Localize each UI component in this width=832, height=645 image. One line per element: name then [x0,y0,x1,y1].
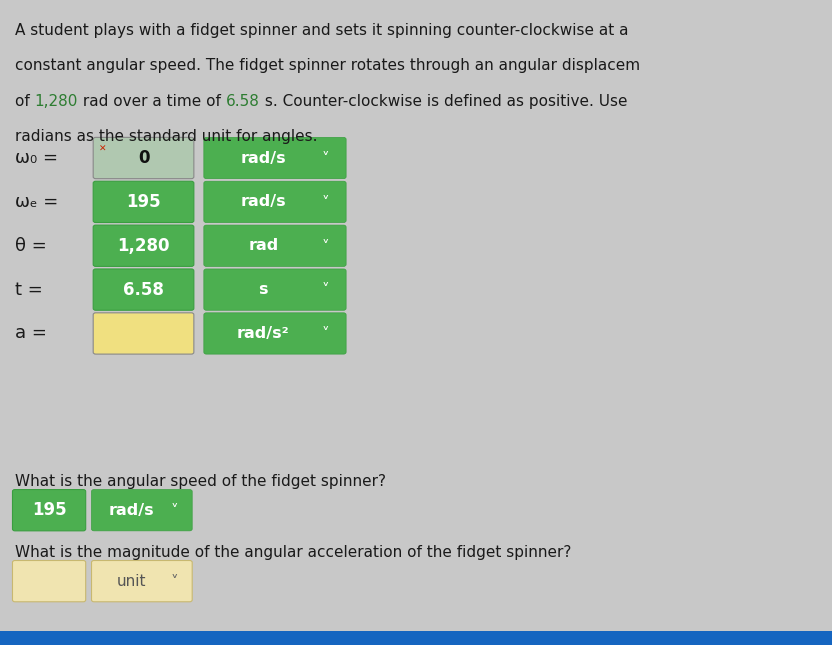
Text: 1,280: 1,280 [35,94,78,108]
Text: ˅: ˅ [321,327,329,342]
FancyBboxPatch shape [12,490,86,531]
FancyBboxPatch shape [204,137,346,179]
FancyBboxPatch shape [93,181,194,223]
Text: 195: 195 [32,501,67,519]
Text: of: of [15,94,35,108]
FancyBboxPatch shape [93,313,194,354]
FancyBboxPatch shape [93,269,194,310]
FancyBboxPatch shape [204,225,346,266]
FancyBboxPatch shape [93,225,194,266]
FancyBboxPatch shape [204,313,346,354]
Text: ˅: ˅ [171,575,179,590]
Text: 195: 195 [126,193,161,211]
Text: s. Counter-clockwise is defined as positive. Use: s. Counter-clockwise is defined as posit… [260,94,627,108]
Text: 1,280: 1,280 [117,237,170,255]
Text: ˅: ˅ [171,504,179,519]
Text: ˅: ˅ [321,283,329,299]
Text: rad over a time of: rad over a time of [78,94,225,108]
Text: constant angular speed. The fidget spinner rotates through an angular displacem: constant angular speed. The fidget spinn… [15,58,640,73]
Text: t =: t = [15,281,42,299]
FancyBboxPatch shape [12,561,86,602]
Text: 6.58: 6.58 [225,94,260,108]
Text: ˅: ˅ [321,152,329,167]
FancyBboxPatch shape [92,561,192,602]
Text: What is the angular speed of the fidget spinner?: What is the angular speed of the fidget … [15,474,386,489]
Text: What is the magnitude of the angular acceleration of the fidget spinner?: What is the magnitude of the angular acc… [15,545,572,560]
Text: a =: a = [15,324,47,342]
FancyBboxPatch shape [93,137,194,179]
FancyBboxPatch shape [204,269,346,310]
Text: s: s [259,282,268,297]
Text: unit: unit [116,573,146,589]
Text: rad/s: rad/s [109,502,154,518]
FancyBboxPatch shape [92,490,192,531]
Text: ˅: ˅ [321,195,329,211]
Text: ✕: ✕ [99,144,106,154]
Text: 6.58: 6.58 [123,281,164,299]
Text: radians as the standard unit for angles.: radians as the standard unit for angles. [15,129,318,144]
Text: 0: 0 [138,149,149,167]
Text: rad/s: rad/s [240,194,286,210]
Text: ˅: ˅ [321,239,329,255]
Text: A student plays with a fidget spinner and sets it spinning counter-clockwise at : A student plays with a fidget spinner an… [15,23,628,37]
Text: θ =: θ = [15,237,47,255]
Text: ω₀ =: ω₀ = [15,149,58,167]
Text: rad: rad [248,238,279,253]
Text: ωₑ =: ωₑ = [15,193,58,211]
FancyBboxPatch shape [204,181,346,223]
Text: rad/s: rad/s [240,150,286,166]
Text: rad/s²: rad/s² [237,326,290,341]
FancyBboxPatch shape [0,631,832,645]
